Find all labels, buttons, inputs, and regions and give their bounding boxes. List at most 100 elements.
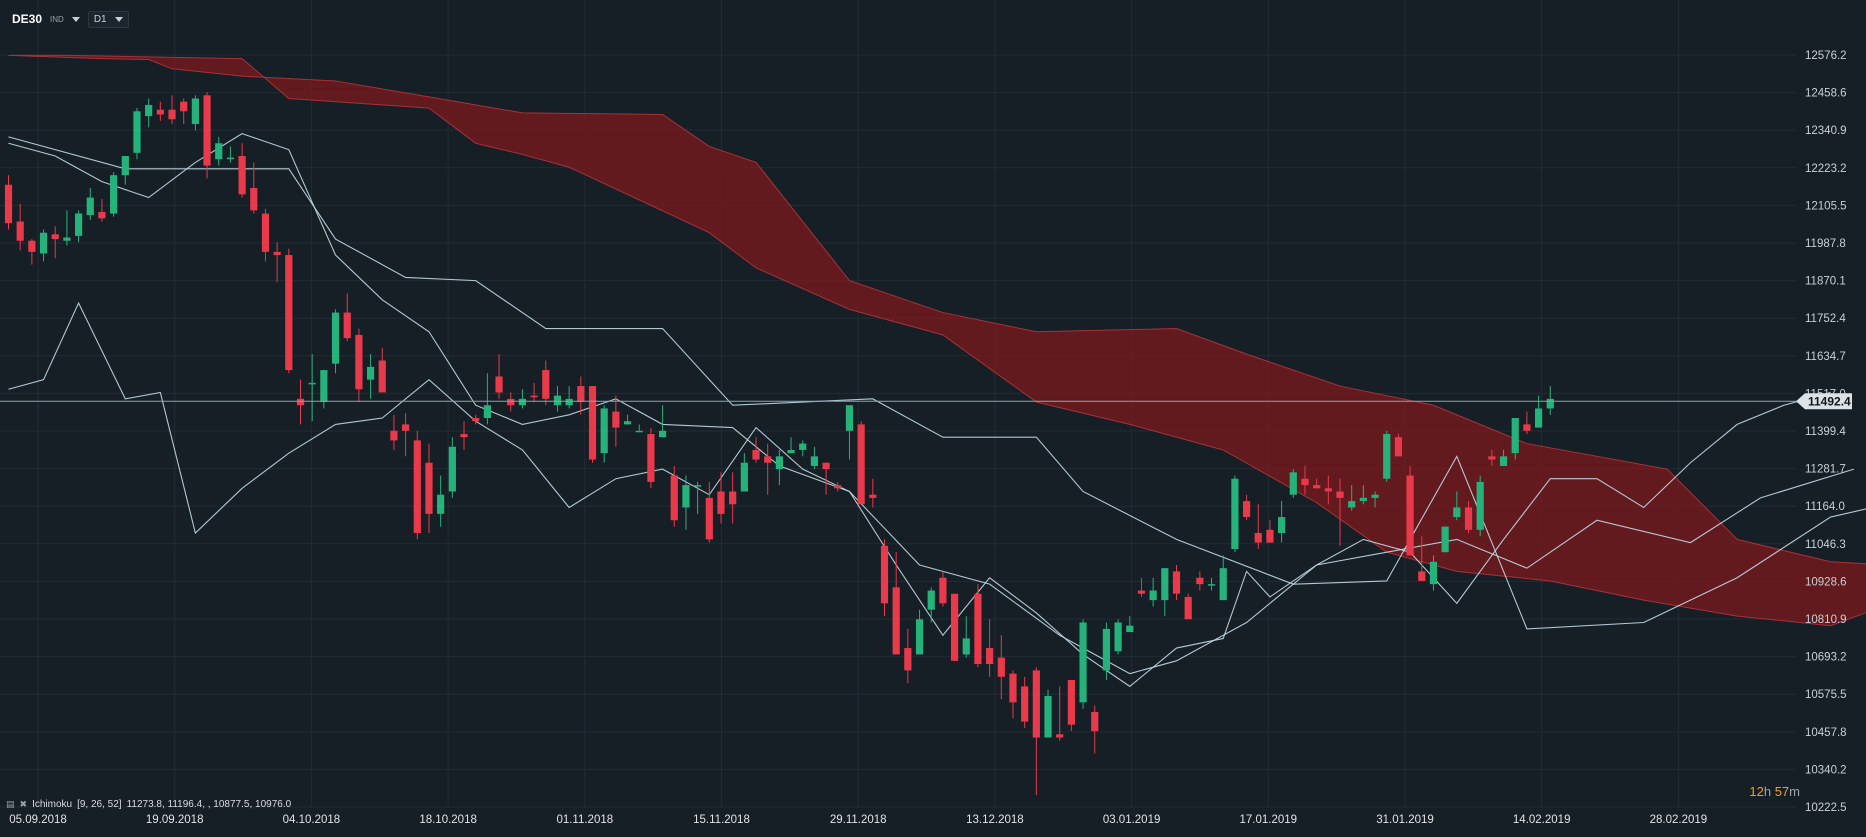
candle-body: [1429, 561, 1438, 585]
candle: [845, 405, 854, 460]
candle: [215, 136, 223, 166]
price-tick-label: 11870.1: [1805, 276, 1846, 288]
date-tick-label: 29.11.2018: [830, 814, 887, 826]
senkou-span-a: [8, 54, 1866, 627]
candle: [904, 628, 912, 684]
price-tick-label: 12223.2: [1805, 163, 1847, 175]
price-tick-label: 12576.2: [1805, 50, 1847, 62]
candle-body: [880, 545, 889, 604]
settings-icon[interactable]: ▤: [6, 798, 15, 809]
close-icon[interactable]: ✖: [19, 798, 28, 809]
candle-body: [1523, 424, 1531, 431]
price-tick-label: 11164.0: [1805, 501, 1845, 513]
candle: [133, 108, 141, 160]
price-tick-label: 11046.3: [1805, 539, 1846, 551]
candle: [927, 587, 935, 623]
time-axis[interactable]: 05.09.2018 19.09.2018 04.10.2018 18.10.2018…: [9, 814, 1707, 826]
date-tick-label: 18.10.2018: [419, 814, 477, 826]
candle-body: [915, 619, 924, 655]
symbol-selector[interactable]: IND: [48, 13, 82, 26]
candle-body: [203, 95, 211, 166]
candle-body: [156, 109, 164, 115]
candle-body: [1114, 622, 1122, 652]
price-axis[interactable]: 12576.2 12458.6 12340.9 12223.2 12105.5 11987…: [1805, 50, 1847, 814]
price-tick-label: 11987.8: [1805, 238, 1846, 250]
candle: [378, 347, 386, 393]
candle-body: [1149, 590, 1157, 601]
candle: [4, 175, 13, 230]
date-tick-label: 01.11.2018: [556, 814, 613, 826]
candle: [600, 405, 608, 463]
candle: [869, 478, 877, 508]
candle: [518, 389, 527, 409]
candle: [729, 472, 737, 524]
candle: [857, 421, 865, 505]
candle: [1359, 485, 1367, 505]
price-tick-label: 10222.5: [1805, 802, 1847, 814]
price-tick-label: 11752.4: [1805, 313, 1846, 325]
candle: [1149, 577, 1157, 607]
senkou-span-b: [8, 54, 1866, 565]
candle: [121, 156, 129, 185]
candle: [939, 571, 947, 607]
candle: [1301, 465, 1309, 495]
price-tick-label: 10693.2: [1805, 652, 1847, 664]
candle-body: [1126, 625, 1134, 633]
candle: [425, 443, 433, 534]
candle: [1476, 475, 1484, 537]
candle-body: [355, 334, 363, 390]
countdown-minutes: 57: [1774, 784, 1790, 799]
candle: [343, 293, 351, 342]
candle-body: [1009, 673, 1017, 703]
candle-body: [472, 418, 480, 422]
candle: [1219, 555, 1227, 601]
candle: [1184, 593, 1192, 620]
candle: [308, 354, 316, 422]
candle-body: [1453, 507, 1461, 518]
candle-body: [834, 485, 842, 489]
candle-body: [600, 408, 608, 454]
candle: [1464, 501, 1473, 534]
timeframe-selector[interactable]: D1: [87, 10, 129, 28]
candle: [1488, 449, 1496, 466]
candle: [1534, 395, 1543, 428]
candle: [1511, 418, 1519, 460]
candle: [1079, 619, 1087, 709]
price-tick-label: 12458.6: [1805, 88, 1847, 100]
candle: [950, 593, 959, 661]
candle-body: [425, 462, 433, 514]
candle: [1137, 577, 1146, 597]
candle-body: [145, 104, 153, 117]
candle: [74, 210, 83, 243]
candle-body: [16, 221, 24, 241]
price-tick-label: 10928.6: [1805, 576, 1847, 588]
candle-body: [121, 156, 129, 176]
candle: [460, 421, 468, 450]
candle-body: [612, 411, 620, 428]
grid-lines: [0, 0, 1796, 808]
candle: [1324, 475, 1332, 505]
indicator-params: [9, 26, 52]: [77, 798, 122, 810]
candle-body: [775, 456, 783, 470]
candle-body: [63, 237, 71, 241]
candle: [880, 539, 889, 617]
candle-body: [180, 101, 188, 112]
candle: [1254, 504, 1262, 550]
candle-body: [729, 491, 737, 505]
candle-body: [448, 446, 456, 492]
candle-body: [950, 593, 959, 661]
candle-body: [343, 312, 351, 339]
candle-body: [892, 587, 900, 655]
price-tick-label: 12105.5: [1805, 200, 1847, 212]
candle: [180, 98, 188, 125]
candle: [495, 354, 503, 399]
candle: [1418, 536, 1426, 581]
candle-body: [1476, 481, 1484, 530]
candle-body: [51, 234, 59, 240]
candle: [39, 229, 48, 262]
candle: [250, 162, 258, 214]
candle: [1126, 616, 1134, 633]
candle: [834, 481, 842, 492]
candle: [507, 392, 515, 412]
